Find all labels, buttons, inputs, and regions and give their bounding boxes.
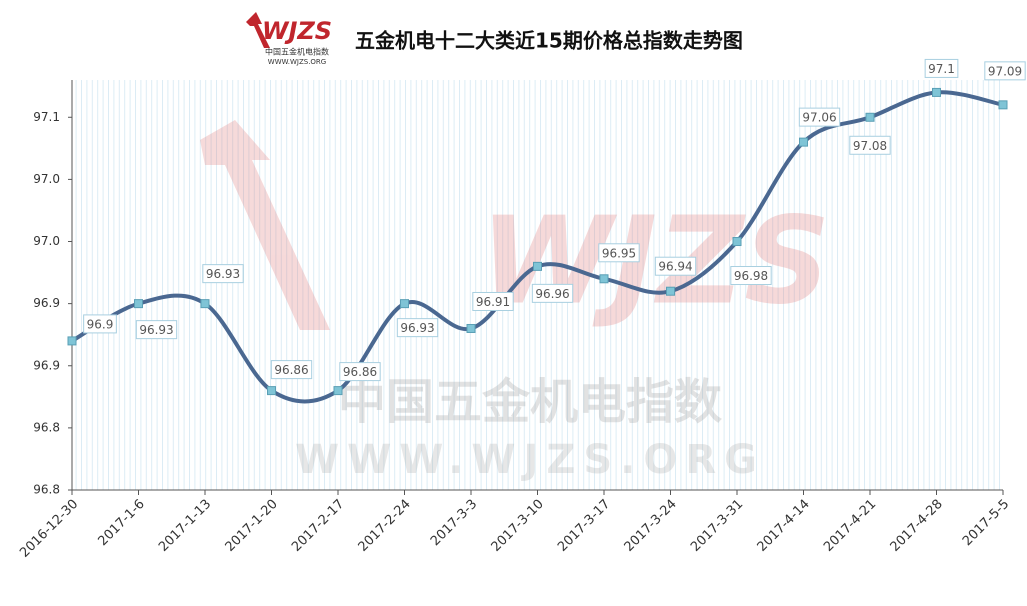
marker xyxy=(732,237,742,247)
x-tick-label: 2017-3-17 xyxy=(555,497,613,555)
data-label: 97.08 xyxy=(853,139,887,153)
data-label-box xyxy=(396,318,439,338)
data-label: 97.1 xyxy=(928,62,955,76)
y-tick-label: 97.0 xyxy=(33,172,60,186)
logo: WJZS 中国五金机电指数 WWW.WJZS.ORG xyxy=(246,12,332,66)
marker xyxy=(865,112,875,122)
x-tick-label: 2017-3-10 xyxy=(489,497,547,555)
y-tick-label: 96.8 xyxy=(33,420,60,434)
data-label: 96.93 xyxy=(206,267,240,281)
chart-title: 五金机电十二大类近15期价格总指数走势图 xyxy=(355,29,743,53)
y-tick-label: 96.9 xyxy=(33,358,60,372)
y-tick-label: 97.0 xyxy=(33,234,60,248)
data-label-box xyxy=(730,266,772,286)
data-label-box xyxy=(654,256,697,276)
logo-mark: WJZS xyxy=(262,17,332,45)
x-tick-label: 2017-4-14 xyxy=(755,497,813,555)
marker xyxy=(400,299,409,309)
x-tick-label: 2017-1-20 xyxy=(223,497,281,555)
x-tick-label: 2016-12-30 xyxy=(17,497,81,561)
x-tick-label: 2017-3-3 xyxy=(428,497,480,549)
data-label: 96.98 xyxy=(734,269,768,283)
x-tick-label: 2017-1-13 xyxy=(156,497,214,555)
marker xyxy=(466,323,476,333)
data-label: 97.09 xyxy=(988,64,1022,78)
marker xyxy=(333,386,343,396)
marker xyxy=(267,386,276,396)
watermark-name: 中国五金机电指数 xyxy=(338,374,722,430)
logo-name: 中国五金机电指数 xyxy=(265,47,329,57)
data-label: 96.9 xyxy=(87,317,114,331)
data-label-box xyxy=(598,243,640,263)
data-label: 96.86 xyxy=(343,365,377,379)
data-label-box xyxy=(531,283,574,303)
marker xyxy=(200,299,210,309)
data-label: 96.94 xyxy=(658,260,692,274)
x-tick-label: 2017-1-6 xyxy=(95,497,147,549)
data-label-box xyxy=(202,264,244,284)
y-tick-label: 96.8 xyxy=(33,483,60,497)
data-label-box xyxy=(135,320,178,340)
marker xyxy=(998,100,1008,110)
data-label: 96.95 xyxy=(602,246,636,260)
logo-url: WWW.WJZS.ORG xyxy=(268,58,326,66)
y-tick-label: 97.1 xyxy=(33,110,60,124)
marker xyxy=(599,274,609,284)
data-label: 96.91 xyxy=(476,295,510,309)
x-tick-label: 2017-2-17 xyxy=(289,497,347,555)
watermark-url: WWW.WJZS.ORG xyxy=(295,437,765,483)
data-label: 96.93 xyxy=(139,323,173,337)
marker xyxy=(666,286,675,296)
watermark-arrow xyxy=(200,120,330,330)
marker xyxy=(932,87,941,97)
data-label-box xyxy=(984,61,1026,81)
data-label-box xyxy=(849,135,891,155)
marker xyxy=(533,261,542,271)
data-label-box xyxy=(270,360,313,380)
marker xyxy=(67,336,77,346)
data-label-box xyxy=(798,107,841,127)
data-label-box xyxy=(472,291,514,311)
data-label-box xyxy=(83,314,117,334)
x-tick-label: 2017-3-24 xyxy=(622,497,680,555)
x-tick-label: 2017-4-21 xyxy=(821,497,879,555)
x-tick-label: 2017-2-24 xyxy=(356,497,414,555)
y-tick-label: 96.9 xyxy=(33,296,60,310)
x-tick-label: 2017-4-28 xyxy=(888,497,946,555)
data-label: 96.96 xyxy=(535,287,569,301)
x-tick-label: 2017-5-5 xyxy=(960,497,1012,549)
x-tick-label: 2017-3-31 xyxy=(688,497,746,555)
data-label-box xyxy=(339,362,381,382)
data-label: 97.06 xyxy=(802,111,836,125)
logo-arrow xyxy=(246,12,270,48)
marker xyxy=(134,299,143,309)
data-label: 96.86 xyxy=(274,363,308,377)
data-label: 96.93 xyxy=(400,321,434,335)
data-label-box xyxy=(924,58,959,78)
marker xyxy=(799,137,808,147)
